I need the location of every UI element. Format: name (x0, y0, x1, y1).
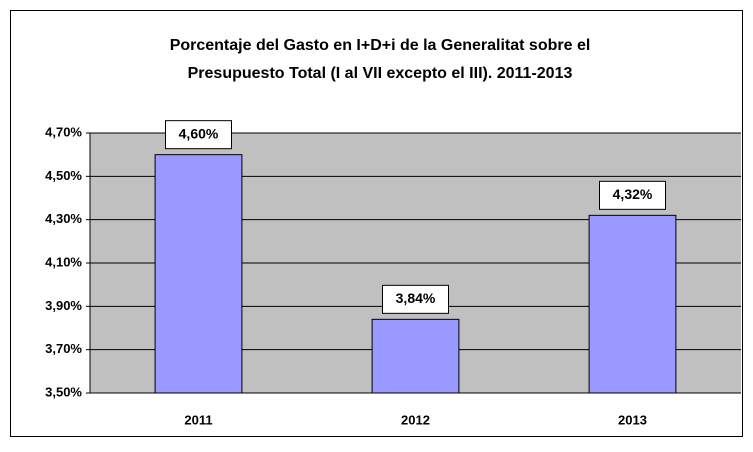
y-tick-label: 3,50% (45, 384, 82, 399)
value-label-box (599, 180, 666, 210)
bar (588, 214, 677, 394)
chart-title: Presupuesto Total (I al VII excepto el I… (188, 65, 573, 82)
bar (154, 154, 243, 394)
y-tick-label: 3,70% (45, 341, 82, 356)
x-tick-label: 2012 (401, 412, 430, 427)
value-label: 4,32% (613, 186, 653, 202)
y-tick-label: 4,50% (45, 168, 82, 183)
x-tick-label: 2013 (618, 412, 647, 427)
value-label: 4,60% (179, 125, 219, 141)
value-label-box (382, 284, 449, 314)
chart-title: Porcentaje del Gasto en I+D+i de la Gene… (170, 37, 591, 54)
value-label-box (165, 120, 232, 150)
y-tick-label: 3,90% (45, 298, 82, 313)
y-tick-label: 4,10% (45, 254, 82, 269)
y-tick-label: 4,70% (45, 124, 82, 139)
y-tick-label: 4,30% (45, 211, 82, 226)
bar (371, 318, 460, 394)
value-label: 3,84% (396, 290, 436, 306)
x-tick-label: 2011 (184, 412, 212, 427)
